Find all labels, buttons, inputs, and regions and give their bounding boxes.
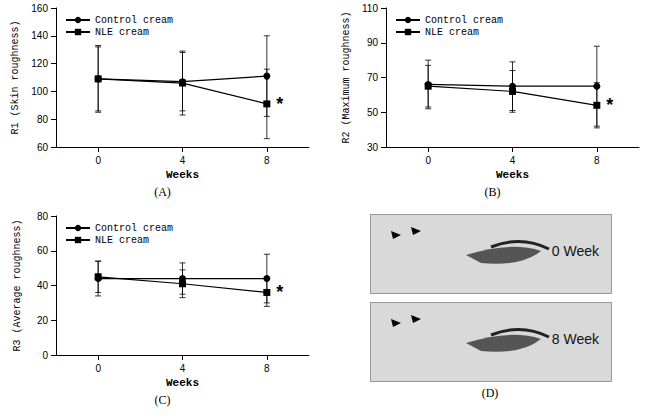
svg-text:0: 0 [95,155,101,166]
svg-text:(A): (A) [154,185,171,199]
svg-text:Control cream: Control cream [95,15,173,26]
svg-text:*: * [276,282,283,302]
svg-text:4: 4 [180,155,186,166]
svg-text:80: 80 [37,211,49,222]
svg-text:(C): (C) [155,393,171,407]
svg-text:8: 8 [264,363,270,374]
svg-text:40: 40 [37,280,49,291]
svg-text:Control cream: Control cream [95,223,173,234]
svg-text:20: 20 [37,315,49,326]
svg-text:60: 60 [37,245,49,256]
svg-text:NLE cream: NLE cream [95,27,149,38]
svg-text:*: * [606,95,613,115]
svg-text:60: 60 [37,142,49,153]
svg-text:R1 (Skin roughness): R1 (Skin roughness) [10,20,21,134]
svg-text:160: 160 [31,3,48,14]
svg-text:8: 8 [594,155,600,166]
svg-text:NLE cream: NLE cream [425,27,479,38]
svg-text:90: 90 [367,37,379,48]
svg-text:30: 30 [367,142,379,153]
svg-text:120: 120 [31,58,48,69]
svg-text:*: * [276,94,283,114]
svg-text:140: 140 [31,30,48,41]
svg-text:50: 50 [367,107,379,118]
svg-text:100: 100 [31,86,48,97]
svg-text:Weeks: Weeks [166,377,199,389]
html-text:8 Week: 8 Week [551,331,599,347]
svg-text:110: 110 [362,3,378,14]
html-text:(D): (D) [481,386,499,400]
svg-text:70: 70 [367,72,379,83]
svg-text:0: 0 [95,363,101,374]
svg-text:Weeks: Weeks [496,169,529,181]
html-text:0 Week: 0 Week [551,243,599,259]
svg-text:R3 (Average roughness): R3 (Average roughness) [12,219,23,351]
svg-text:0: 0 [425,155,431,166]
svg-text:Control cream: Control cream [425,15,503,26]
svg-text:80: 80 [37,114,49,125]
svg-text:8: 8 [264,155,270,166]
svg-text:NLE cream: NLE cream [95,235,149,246]
svg-text:0: 0 [42,350,48,361]
svg-text:(B): (B) [485,185,501,199]
svg-text:4: 4 [180,363,186,374]
svg-text:4: 4 [510,155,516,166]
svg-text:R2 (Maximum roughness): R2 (Maximum roughness) [341,11,352,143]
svg-text:Weeks: Weeks [166,169,199,181]
